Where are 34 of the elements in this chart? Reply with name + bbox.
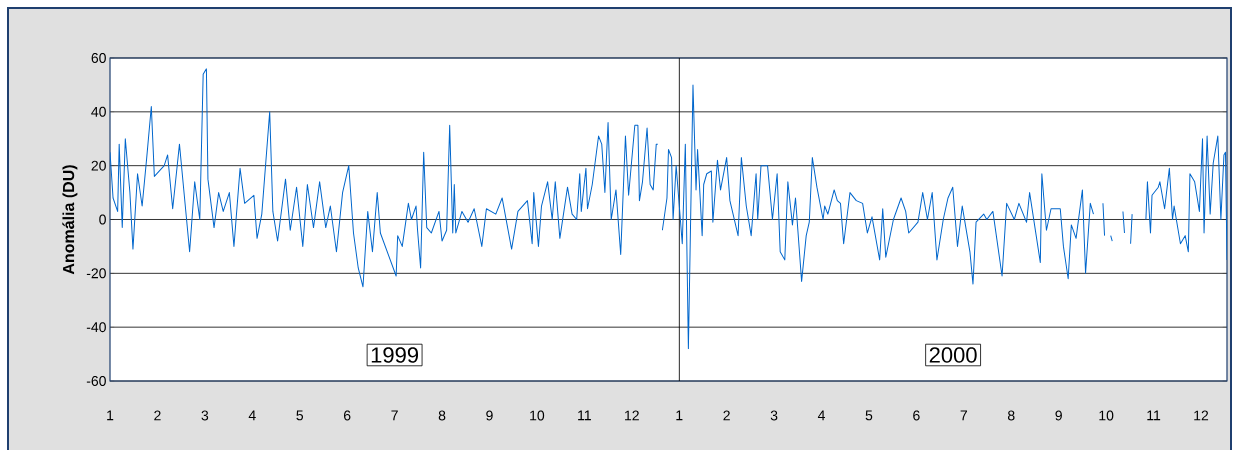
y-tick-label: -20 bbox=[86, 268, 106, 279]
x-tick-label: 2 bbox=[723, 410, 730, 421]
x-tick-label: 1 bbox=[676, 410, 683, 421]
x-tick-label: 11 bbox=[1147, 410, 1161, 421]
x-tick-label: 9 bbox=[1055, 410, 1062, 421]
x-tick-label: 1 bbox=[107, 410, 114, 421]
x-tick-label: 12 bbox=[625, 410, 639, 421]
x-tick-label: 8 bbox=[1007, 410, 1015, 421]
x-tick-label: 8 bbox=[438, 410, 446, 421]
y-tick-label: 60 bbox=[91, 53, 106, 63]
x-tick-label: 9 bbox=[486, 410, 493, 421]
y-axis-title: Anomália (DU) bbox=[62, 165, 78, 275]
annotation: 2000 bbox=[929, 347, 977, 363]
x-tick-label: 2 bbox=[154, 410, 161, 421]
x-tick-label: 7 bbox=[960, 410, 968, 421]
y-tick-label: 20 bbox=[91, 160, 106, 171]
x-tick-label: 12 bbox=[1194, 410, 1209, 421]
annotation: 1999 bbox=[371, 347, 419, 363]
x-tick-label: 6 bbox=[343, 410, 351, 421]
x-tick-label: 4 bbox=[248, 410, 256, 421]
x-tick-label: 4 bbox=[817, 410, 825, 421]
x-tick-label: 7 bbox=[391, 410, 398, 421]
x-tick-label: 3 bbox=[201, 410, 209, 421]
x-tick-label: 6 bbox=[913, 410, 920, 421]
x-tick-label: 5 bbox=[296, 410, 304, 421]
y-tick-label: 0 bbox=[99, 214, 106, 225]
x-tick-label: 10 bbox=[1099, 410, 1114, 421]
y-tick-label: -60 bbox=[86, 376, 106, 386]
x-tick-label: 3 bbox=[770, 410, 778, 421]
x-tick-label: 5 bbox=[865, 410, 873, 421]
y-tick-label: -40 bbox=[86, 322, 106, 333]
x-tick-label: 11 bbox=[578, 410, 591, 421]
y-tick-label: 40 bbox=[91, 106, 106, 117]
x-tick-label: 10 bbox=[530, 410, 545, 421]
